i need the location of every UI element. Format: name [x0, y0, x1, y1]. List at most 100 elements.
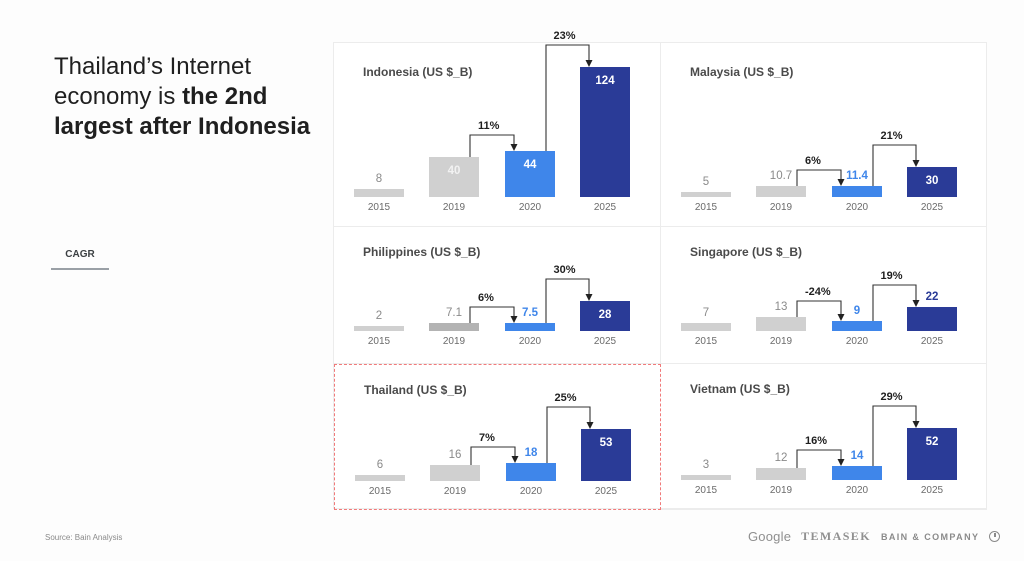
bar-value-label: 2: [375, 310, 383, 322]
bar-2020: [832, 186, 882, 197]
bar-value-label: 22: [925, 291, 939, 303]
cagr-label: 21%: [880, 130, 903, 142]
year-axis-label: 2020: [845, 202, 869, 213]
bar-2020: [506, 463, 556, 481]
bar-value-label: 18: [524, 447, 538, 459]
temasek-logo: TEMASEK: [801, 529, 871, 543]
year-axis-label: 2020: [519, 486, 543, 497]
bar-value-label: 10.7: [769, 170, 793, 182]
cagr-label: 19%: [880, 270, 903, 282]
bar-value-label: 7.1: [446, 307, 462, 319]
chart-panel-thailand: Thailand (US $_B) 6 2015 16 2019 18 2020 53 2025…: [334, 364, 661, 510]
year-axis-label: 2019: [769, 202, 793, 213]
bar-value-label: 40: [447, 165, 461, 177]
bar-2019: [756, 317, 806, 331]
year-axis-label: 2019: [442, 336, 466, 347]
google-logo: Google: [748, 529, 792, 544]
cagr-label: 23%: [553, 30, 576, 42]
bar-2015: [354, 326, 404, 331]
bar-2019: [756, 468, 806, 480]
bar-2019: [430, 465, 480, 481]
year-axis-label: 2015: [367, 336, 391, 347]
page-headline: Thailand’s Internet economy is the 2nd l…: [54, 52, 314, 142]
bar-value-label: 16: [448, 449, 462, 461]
cagr-label: 7%: [479, 432, 495, 444]
year-axis-label: 2025: [920, 485, 944, 496]
bar-value-label: 124: [595, 75, 615, 87]
bar-value-label: 30: [925, 175, 939, 187]
year-axis-label: 2025: [920, 336, 944, 347]
year-axis-label: 2019: [442, 202, 466, 213]
year-axis-label: 2025: [594, 486, 618, 497]
year-axis-label: 2015: [367, 202, 391, 213]
chart-panel-philippines: Philippines (US $_B) 2 2015 7.1 2019 7.5 2020 2…: [334, 227, 661, 364]
bar-2015: [355, 475, 405, 481]
bar-value-label: 3: [702, 459, 710, 471]
year-axis-label: 2020: [845, 485, 869, 496]
cagr-label: 11%: [478, 120, 500, 132]
chart-title: Singapore (US $_B): [690, 245, 803, 259]
headline-bold: the 2nd largest after Indonesia: [54, 83, 311, 140]
chart-panel-malaysia: Malaysia (US $_B) 5 2015 10.7 2019 11.4 2020 30…: [661, 43, 987, 227]
cagr-label: 6%: [478, 292, 494, 304]
bar-value-label: 9: [853, 305, 861, 317]
bar-2015: [354, 189, 404, 197]
source-note: Source: Bain Analysis: [45, 533, 123, 542]
year-axis-label: 2020: [845, 336, 869, 347]
bar-2019: [429, 157, 479, 197]
bar-2015: [681, 323, 731, 331]
cagr-tab[interactable]: CAGR: [51, 244, 109, 270]
bar-2020: [505, 151, 555, 197]
cagr-label: 6%: [805, 155, 821, 167]
year-axis-label: 2020: [518, 202, 542, 213]
year-axis-label: 2015: [694, 202, 718, 213]
chart-panel-vietnam: Vietnam (US $_B) 3 2015 12 2019 14 2020 52 2025 1…: [661, 364, 987, 510]
year-axis-label: 2020: [518, 336, 542, 347]
bar-value-label: 13: [774, 301, 788, 313]
bar-2019: [429, 323, 479, 331]
bar-value-label: 44: [523, 159, 537, 171]
bar-2019: [756, 186, 806, 197]
chart-panel-indonesia: Indonesia (US $_B) 8 2015 40 2019 44 2020 124 20…: [334, 30, 661, 227]
year-axis-label: 2025: [593, 202, 617, 213]
cagr-label: 30%: [553, 264, 576, 276]
chart-title: Vietnam (US $_B): [690, 382, 790, 396]
chart-panel-singapore: Singapore (US $_B) 7 2015 13 2019 9 2020 22 2025…: [661, 227, 987, 364]
bar-2020: [832, 466, 882, 480]
partner-logos: Google TEMASEK BAIN & COMPANY: [748, 529, 1001, 544]
chart-title: Thailand (US $_B): [364, 383, 467, 397]
year-axis-label: 2025: [920, 202, 944, 213]
bar-value-label: 28: [598, 309, 612, 321]
country-chart-grid: Indonesia (US $_B) 8 2015 40 2019 44 2020 124 20…: [333, 30, 987, 510]
year-axis-label: 2015: [694, 485, 718, 496]
cagr-label: 29%: [880, 391, 903, 403]
cagr-label: 25%: [554, 392, 577, 404]
headline-regular: Thailand’s Internet economy is: [54, 53, 252, 110]
cagr-label: -24%: [805, 286, 831, 298]
bar-2025: [907, 307, 957, 331]
bar-value-label: 7: [702, 307, 710, 319]
bar-value-label: 5: [702, 176, 710, 188]
bar-value-label: 7.5: [522, 307, 538, 319]
chart-title: Malaysia (US $_B): [690, 65, 794, 79]
bar-value-label: 14: [850, 450, 864, 462]
year-axis-label: 2019: [443, 486, 467, 497]
chart-title: Indonesia (US $_B): [363, 65, 473, 79]
bain-logo: BAIN & COMPANY: [880, 531, 980, 542]
year-axis-label: 2015: [694, 336, 718, 347]
bar-value-label: 52: [925, 436, 939, 448]
year-axis-label: 2025: [593, 336, 617, 347]
year-axis-label: 2015: [368, 486, 392, 497]
bar-value-label: 8: [375, 173, 383, 185]
cagr-label: 16%: [805, 435, 828, 447]
chart-title: Philippines (US $_B): [363, 245, 481, 259]
bar-value-label: 12: [774, 452, 788, 464]
bar-2020: [832, 321, 882, 331]
bar-2020: [505, 323, 555, 331]
bar-value-label: 53: [599, 437, 613, 449]
cagr-tab-label: CAGR: [65, 249, 95, 260]
bar-value-label: 6: [376, 459, 384, 471]
year-axis-label: 2019: [769, 336, 793, 347]
bain-clock-icon: [989, 531, 1001, 542]
bar-2015: [681, 192, 731, 197]
